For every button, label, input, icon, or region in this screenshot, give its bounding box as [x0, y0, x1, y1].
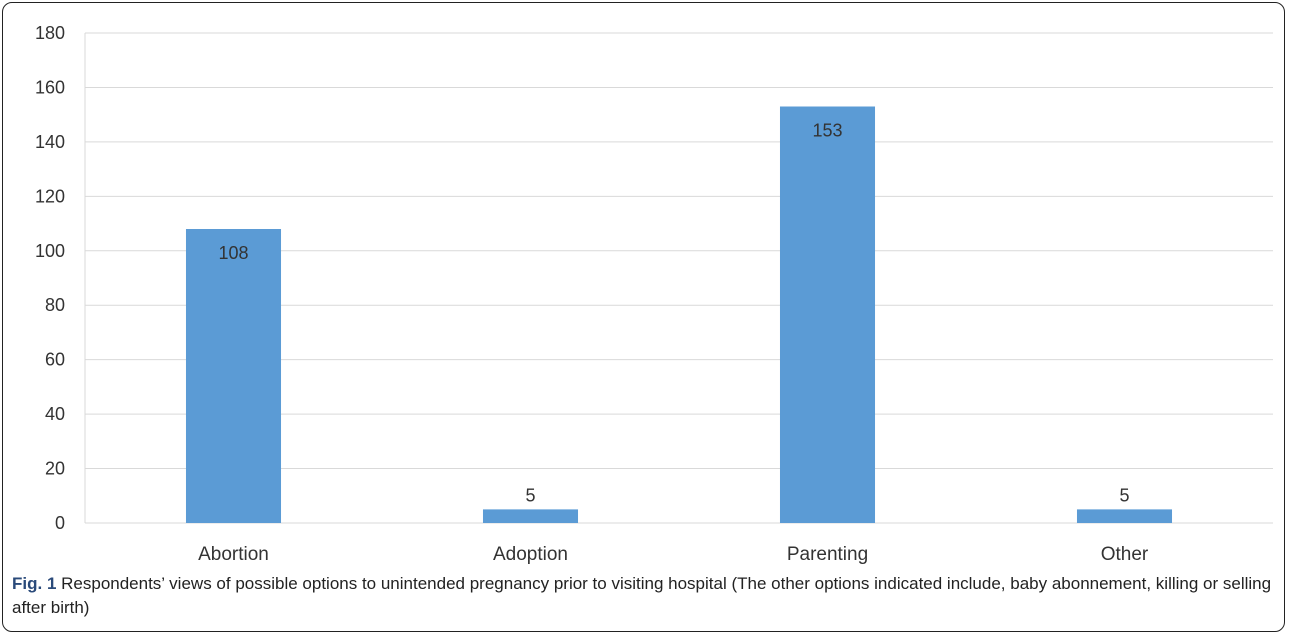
y-tick-label: 160	[35, 77, 65, 97]
data-label: 5	[525, 485, 535, 505]
bar-other	[1076, 509, 1173, 523]
gridlines	[85, 32, 1273, 524]
data-label: 108	[218, 243, 248, 263]
y-tick-label: 180	[35, 23, 65, 43]
caption-label: Fig. 1	[12, 574, 57, 593]
bar-parenting	[779, 106, 876, 523]
y-tick-label: 60	[45, 350, 65, 370]
x-category-label: Parenting	[787, 544, 868, 565]
y-tick-label: 40	[45, 404, 65, 424]
data-label: 153	[812, 121, 842, 141]
y-tick-label: 100	[35, 241, 65, 261]
bar-chart: 0 20 40 60 80 100 120 140 160 180 108 5 153 5 Aborti…	[35, 23, 1273, 565]
figure-caption: Fig. 1 Respondents’ views of possible op…	[12, 572, 1272, 620]
y-tick-label: 20	[45, 459, 65, 479]
bars	[185, 106, 1173, 523]
caption-text: Respondents’ views of possible options t…	[12, 574, 1272, 617]
x-category-label: Adoption	[493, 544, 568, 565]
data-labels: 108 5 153 5	[218, 121, 1129, 506]
bar-adoption	[482, 509, 579, 523]
data-label: 5	[1119, 485, 1129, 505]
y-tick-label: 80	[45, 295, 65, 315]
y-tick-label: 140	[35, 132, 65, 152]
bar-abortion	[185, 229, 282, 523]
y-axis: 0 20 40 60 80 100 120 140 160 180	[35, 23, 86, 533]
y-tick-label: 0	[55, 513, 65, 533]
x-axis: Abortion Adoption Parenting Other	[198, 544, 1149, 565]
y-tick-label: 120	[35, 186, 65, 206]
x-category-label: Other	[1101, 544, 1149, 565]
x-category-label: Abortion	[198, 544, 269, 565]
